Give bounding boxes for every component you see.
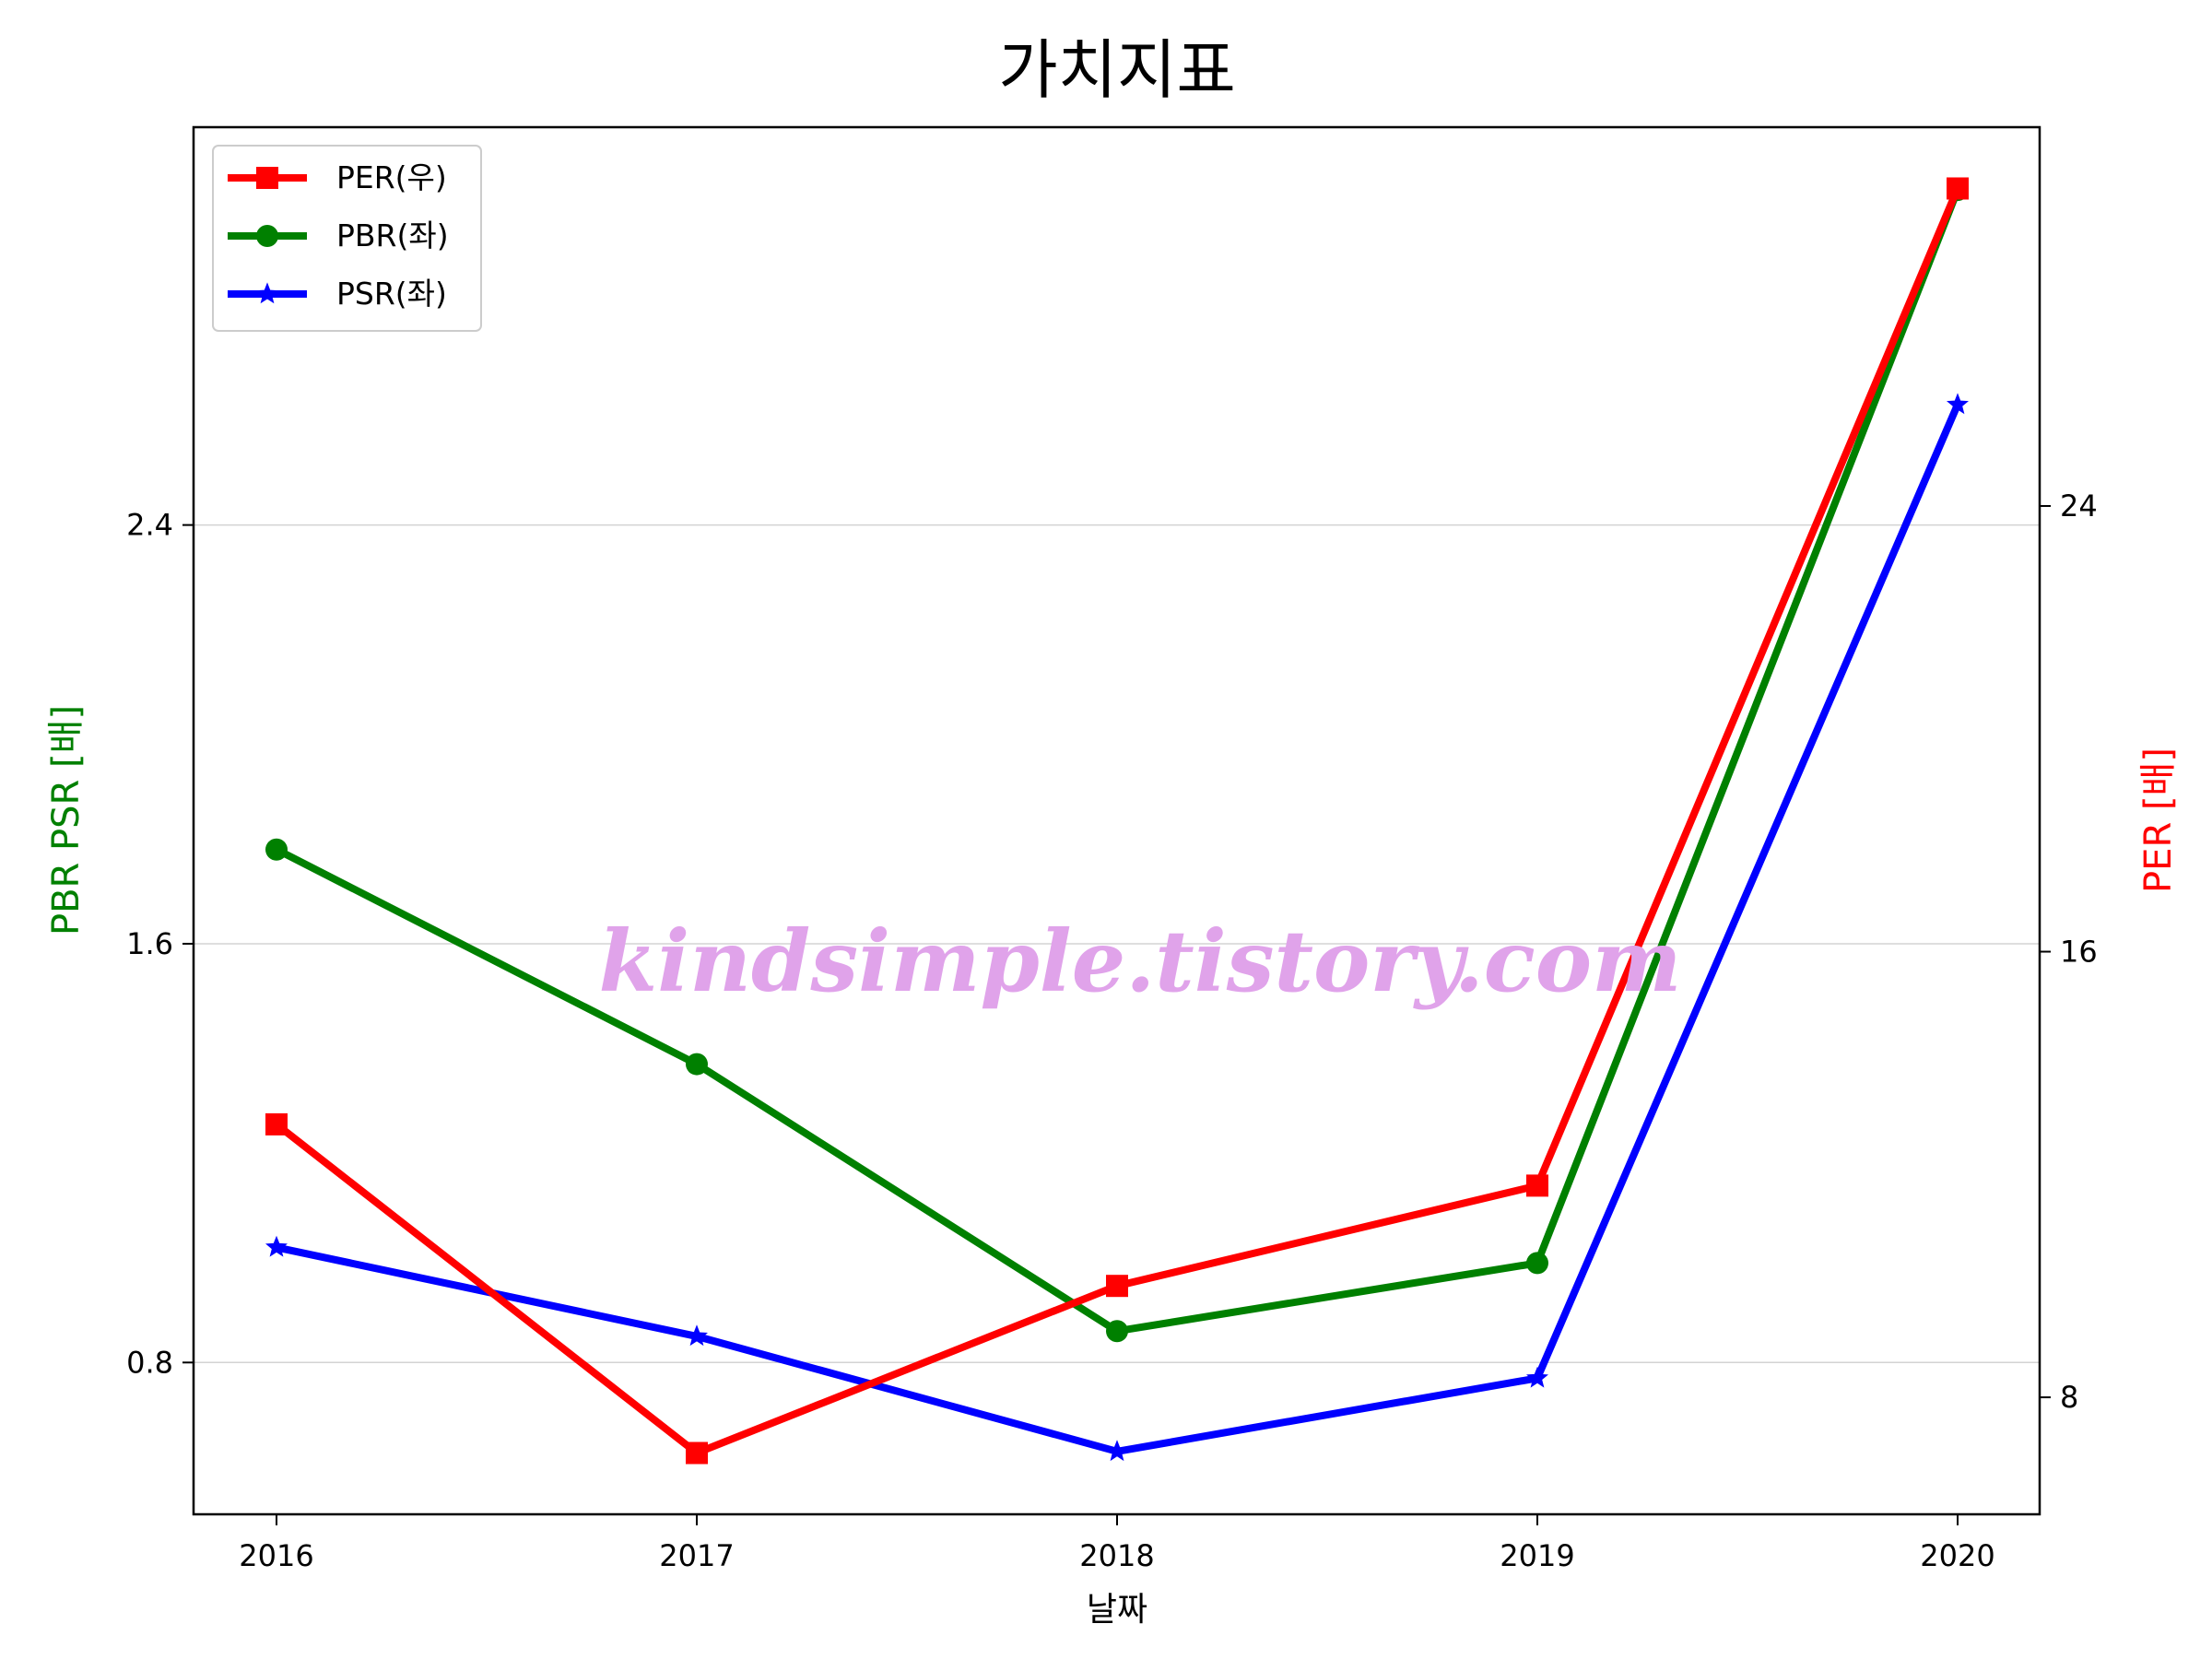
x-tick-label: 2018 — [1079, 1538, 1154, 1573]
legend-item: PER(우) — [228, 159, 447, 195]
watermark: kindsimple.tistory.com — [598, 912, 1681, 1011]
legend-label: PSR(좌) — [336, 276, 447, 312]
legend-marker — [256, 167, 278, 189]
data-point — [1947, 393, 1969, 415]
y-axis-left-title: PBR PSR [배] — [45, 705, 88, 935]
legend-box — [212, 145, 482, 332]
legend: PER(우) PBR(좌) PSR(좌) — [212, 145, 482, 332]
x-tick-label: 2016 — [239, 1538, 313, 1573]
axes-layer: 0.8 1.6 2.4 8 16 24 2016 2017 2018 2019 2020 — [126, 488, 2098, 1573]
data-point — [265, 838, 288, 861]
data-point — [1526, 1252, 1548, 1275]
legend-marker — [256, 225, 278, 247]
legend-label: PBR(좌) — [336, 218, 449, 253]
y-right-tick-label: 8 — [2060, 1380, 2078, 1415]
data-point — [1106, 1440, 1128, 1462]
legend-item: PSR(좌) — [228, 276, 447, 312]
x-tick-label: 2017 — [659, 1538, 734, 1573]
data-point — [1947, 177, 1969, 200]
x-tick-label: 2019 — [1500, 1538, 1574, 1573]
series-star — [265, 393, 1969, 1462]
y-axis-right-title: PER [배] — [2137, 747, 2180, 893]
x-tick-label: 2020 — [1920, 1538, 1994, 1573]
y-left-tick-label: 0.8 — [126, 1345, 173, 1380]
legend-marker — [256, 282, 278, 304]
data-point — [265, 1235, 288, 1257]
data-point — [1526, 1366, 1548, 1388]
data-point — [1526, 1174, 1548, 1197]
data-point — [265, 1112, 288, 1135]
y-right-tick-label: 16 — [2060, 935, 2098, 970]
legend-label: PER(우) — [336, 159, 447, 195]
y-left-tick-label: 1.6 — [126, 926, 173, 961]
data-point — [686, 1441, 708, 1465]
data-point — [686, 1324, 708, 1347]
y-right-tick-label: 24 — [2060, 488, 2098, 524]
data-point — [1106, 1275, 1128, 1298]
x-axis-title: 날짜 — [1087, 1591, 1147, 1629]
series-layer — [265, 177, 1969, 1465]
data-point — [1106, 1320, 1128, 1343]
series-square — [265, 177, 1969, 1465]
chart-title: 가치지표 — [998, 32, 1236, 108]
grid-lines — [194, 524, 2040, 1364]
data-point — [686, 1053, 708, 1076]
legend-item: PBR(좌) — [228, 218, 449, 253]
y-left-tick-label: 2.4 — [126, 508, 173, 543]
